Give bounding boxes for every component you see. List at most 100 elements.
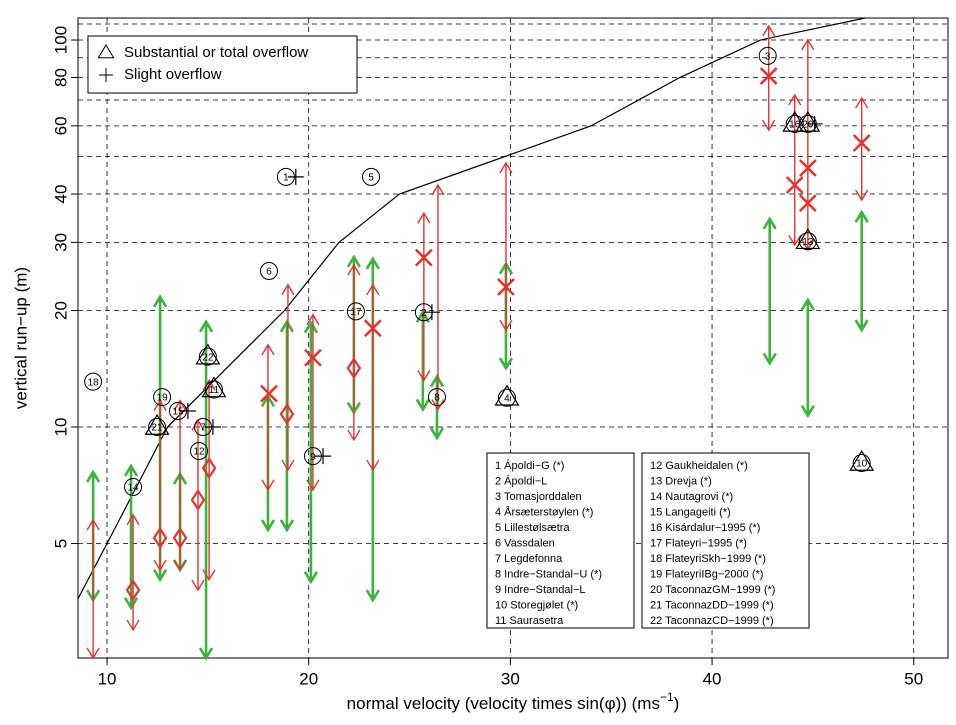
arrow-head: [365, 589, 380, 603]
site-circle: [204, 380, 223, 399]
red-cross: [852, 134, 871, 152]
arrow-head: [152, 294, 168, 308]
site-circle: [414, 303, 433, 322]
y-tick-label: 40: [51, 185, 70, 204]
y-tick-label: 10: [51, 418, 70, 437]
red-diamond: [125, 579, 141, 602]
names-box: [641, 452, 810, 629]
arrow-head: [800, 297, 815, 311]
plus-marker: [287, 168, 304, 185]
arrow-head: [86, 518, 100, 531]
arrow-head: [346, 254, 361, 268]
red-ranges: [126, 513, 140, 632]
red-ranges: [762, 24, 776, 132]
site-name: 17 Flateyri−1995 (*): [650, 537, 747, 549]
green-ranges: [303, 320, 319, 585]
red-cross: [260, 384, 278, 403]
site-name: 5 Lillestølsætra: [495, 522, 570, 534]
red-diamond: [201, 457, 217, 480]
site-name: 16 Kisárdalur−1995 (*): [650, 522, 760, 534]
site-circle: [346, 302, 365, 321]
site-circle: [153, 388, 172, 407]
y-tick-label: 80: [51, 68, 70, 87]
site-name: 8 Indre−Standal−U (*): [495, 568, 602, 580]
site-circle: [276, 167, 295, 186]
site-name: 9 Indre−Standal−L: [495, 584, 586, 596]
site-label: 13: [802, 237, 814, 248]
triangle-marker: [201, 376, 227, 398]
arrow-head: [762, 352, 777, 366]
legend-label: Slight overflow: [124, 66, 222, 83]
site-label: 16: [789, 120, 801, 131]
arrow-head: [173, 559, 187, 572]
arrow-head: [429, 374, 445, 388]
red-diamond: [279, 403, 295, 426]
legend-label: Substantial or total overflow: [124, 44, 308, 61]
arrow-head: [429, 427, 445, 441]
green-ranges: [415, 309, 430, 412]
site-name: 13 Drevja (*): [650, 475, 712, 487]
green-ranges: [279, 319, 295, 533]
arrow-head: [303, 571, 319, 585]
site-circle: [169, 401, 188, 420]
site-name: 15 Langageiti (*): [650, 506, 731, 518]
plus-marker: [315, 448, 332, 465]
red-diamond: [152, 526, 168, 549]
triangle-marker: [195, 343, 221, 365]
red-ranges: [261, 343, 275, 492]
red-cross: [363, 319, 382, 338]
red-ranges: [86, 518, 100, 660]
site-circle: [148, 418, 167, 437]
site-name: 18 FlateyriSkh−1999 (*): [650, 553, 766, 565]
red-cross: [304, 348, 322, 367]
y-tick-label: 5: [51, 539, 70, 548]
site-label: 3: [765, 52, 771, 63]
site-label: 1: [283, 173, 289, 184]
legend-marker: [99, 68, 113, 82]
arrow-head: [762, 24, 776, 37]
site-name: 14 Nautagrovi (*): [650, 491, 733, 503]
site-circle: [798, 114, 817, 133]
red-cross: [759, 67, 778, 85]
site-label: 4: [504, 393, 510, 404]
site-circle: [362, 167, 381, 186]
arrow-head: [152, 569, 168, 583]
site-circle: [259, 262, 278, 281]
triangle-marker: [494, 384, 520, 406]
y-axis-label: vertical run−up (m): [11, 267, 30, 409]
site-label: 15: [172, 407, 184, 418]
site-label: 7: [200, 423, 206, 434]
arrow-head: [260, 519, 276, 533]
site-name: 10 Storegjølet (*): [495, 599, 578, 611]
site-circle: [190, 441, 209, 460]
site-circle: [758, 46, 777, 65]
site-label: 11: [209, 385, 220, 396]
y-tick-label: 20: [51, 301, 70, 320]
site-label: 18: [88, 377, 100, 388]
red-diamond: [190, 488, 206, 511]
arrow-head: [86, 469, 101, 483]
y-tick-label: 60: [51, 116, 70, 135]
arrow-head: [366, 459, 380, 472]
arrow-head: [126, 513, 140, 526]
red-cross: [414, 248, 433, 267]
names-box: [486, 452, 635, 629]
site-circle: [497, 388, 516, 407]
site-name: 20 TaconnazGM−1999 (*): [650, 584, 775, 596]
site-name: 19 FlateyriIBg−2000 (*): [650, 568, 763, 580]
fit-curve: [77, 17, 866, 599]
red-ranges: [306, 313, 320, 492]
x-axis-label-text: normal velocity (velocity times sin(φ)) …: [347, 694, 660, 713]
x-axis-label-suffix: ): [674, 694, 680, 713]
arrow-head: [431, 183, 445, 196]
red-ranges: [855, 96, 869, 202]
arrow-head: [347, 429, 361, 442]
arrow-head: [347, 263, 361, 276]
arrow-head: [855, 189, 869, 202]
arrow-head: [788, 234, 802, 247]
arrow-head: [800, 404, 815, 419]
arrow-head: [306, 479, 320, 492]
site-label: 20: [802, 120, 814, 131]
site-label: 22: [202, 352, 214, 363]
